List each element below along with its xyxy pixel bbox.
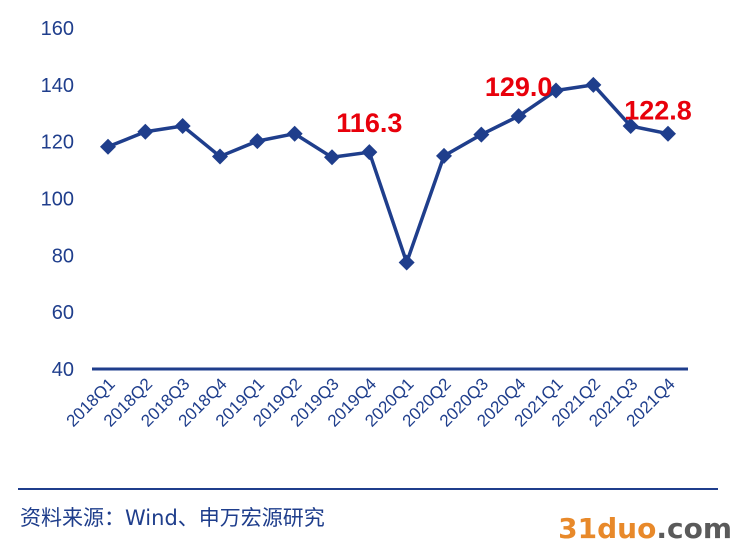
series-line <box>107 83 669 265</box>
data-point-marker <box>398 254 415 271</box>
data-labels: 116.3 129.0 122.8 <box>336 72 691 138</box>
data-point-marker <box>212 148 228 165</box>
y-tick-label: 160 <box>41 18 74 40</box>
data-point-marker <box>249 133 266 150</box>
y-tick-label: 80 <box>52 245 74 267</box>
y-tick-label: 60 <box>52 302 74 324</box>
y-tick-label: 120 <box>41 132 74 154</box>
data-point-marker <box>473 126 490 143</box>
x-axis-ticks: 2018Q12018Q22018Q32018Q42019Q12019Q22019… <box>63 374 679 430</box>
data-label: 122.8 <box>624 96 692 126</box>
data-point-marker <box>137 123 154 140</box>
watermark-logo: 31duo.com <box>558 512 732 545</box>
y-tick-label: 140 <box>41 75 74 97</box>
data-label: 129.0 <box>485 72 553 102</box>
y-tick-label: 100 <box>41 189 74 211</box>
footer-divider <box>18 488 718 490</box>
data-point-marker <box>622 118 639 135</box>
data-point-marker <box>548 82 564 99</box>
data-point-marker <box>585 76 602 93</box>
data-point-marker <box>361 144 378 161</box>
y-axis-ticks: 160 140 120 100 80 60 40 <box>41 18 74 381</box>
source-note: 资料来源：Wind、申万宏源研究 <box>20 506 325 530</box>
line-chart: 160 140 120 100 80 60 40 2018Q12018Q22018Q3201… <box>41 18 692 431</box>
data-point-marker <box>660 125 676 142</box>
data-point-marker <box>436 147 452 164</box>
watermark-domain: .com <box>656 512 732 545</box>
data-point-marker <box>286 125 303 142</box>
data-point-marker <box>100 138 116 155</box>
watermark-number: 31duo <box>558 512 657 545</box>
data-label: 116.3 <box>336 108 402 138</box>
y-tick-label: 40 <box>52 359 74 381</box>
data-point-marker <box>174 118 191 135</box>
data-point-marker <box>510 108 527 125</box>
series-markers <box>100 76 676 271</box>
data-point-marker <box>324 149 340 166</box>
